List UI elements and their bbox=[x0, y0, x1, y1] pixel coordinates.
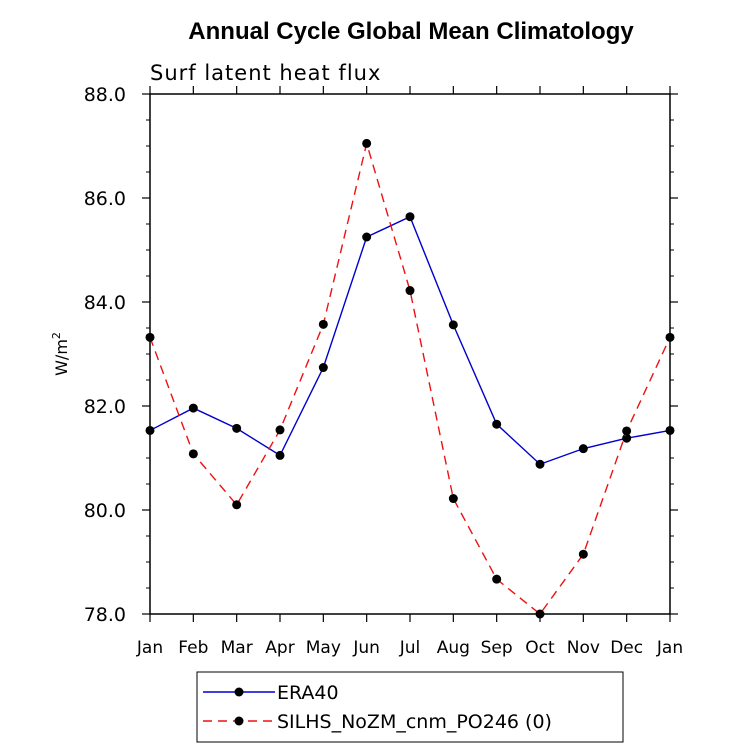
y-tick-label: 82.0 bbox=[84, 396, 126, 418]
data-point bbox=[362, 138, 372, 148]
legend-entry-2: SILHS_NoZM_cnm_PO246 (0) bbox=[203, 711, 552, 733]
data-point bbox=[188, 403, 198, 413]
data-point bbox=[535, 459, 545, 469]
y-tick-label: 78.0 bbox=[84, 604, 126, 626]
y-axis-label-superscript: 2 bbox=[50, 332, 63, 339]
legend-marker bbox=[234, 716, 244, 726]
x-tick-label: Feb bbox=[178, 638, 208, 658]
x-tick-label: Jan bbox=[656, 638, 683, 658]
x-tick-label: Apr bbox=[265, 638, 294, 658]
data-point bbox=[622, 433, 632, 443]
y-tick-labels: 78.0 80.0 82.0 84.0 86.0 88.0 bbox=[84, 84, 126, 626]
x-tick-label: May bbox=[306, 638, 341, 658]
chart-title: Annual Cycle Global Mean Climatology bbox=[188, 18, 634, 45]
data-point bbox=[492, 574, 502, 584]
data-point bbox=[318, 319, 328, 329]
data-point bbox=[405, 212, 415, 222]
y-tick-label: 86.0 bbox=[84, 188, 126, 210]
data-point bbox=[492, 419, 502, 429]
data-point bbox=[448, 320, 458, 330]
x-tick-label: Aug bbox=[437, 638, 470, 658]
x-tick-label: Mar bbox=[221, 638, 253, 658]
legend-entry-1: ERA40 bbox=[203, 682, 339, 704]
legend-marker bbox=[234, 687, 244, 697]
data-point bbox=[145, 332, 155, 342]
series-2 bbox=[145, 138, 675, 619]
data-point bbox=[665, 425, 675, 435]
data-point bbox=[448, 494, 458, 504]
data-point bbox=[275, 425, 285, 435]
plot-frame bbox=[149, 93, 671, 615]
data-point bbox=[405, 286, 415, 296]
y-axis-label: W/m2 bbox=[50, 332, 71, 376]
data-point bbox=[362, 232, 372, 242]
x-tick-label: Jun bbox=[352, 638, 380, 658]
data-point bbox=[578, 549, 588, 559]
legend: ERA40 SILHS_NoZM_cnm_PO246 (0) bbox=[203, 682, 552, 733]
y-tick-label: 88.0 bbox=[84, 84, 126, 106]
series-line bbox=[149, 215, 671, 466]
legend-box bbox=[196, 671, 624, 743]
x-tick-labels: Jan Feb Mar Apr May Jun Jul Aug Sep Oct Nov Dec Jan bbox=[136, 638, 683, 658]
x-tick-label: Dec bbox=[610, 638, 643, 658]
x-tick-label: Jan bbox=[136, 638, 163, 658]
y-tick-label: 80.0 bbox=[84, 500, 126, 522]
legend-label: SILHS_NoZM_cnm_PO246 (0) bbox=[277, 711, 552, 733]
x-tick-label: Sep bbox=[481, 638, 513, 658]
data-point bbox=[275, 450, 285, 460]
data-point bbox=[188, 449, 198, 459]
data-point bbox=[318, 363, 328, 373]
data-point bbox=[622, 426, 632, 436]
x-tick-label: Jul bbox=[399, 638, 421, 658]
axis-ticks bbox=[142, 86, 678, 622]
legend-label: ERA40 bbox=[277, 682, 339, 704]
series-group bbox=[145, 138, 675, 619]
data-point bbox=[232, 423, 242, 433]
data-point bbox=[665, 332, 675, 342]
data-point bbox=[535, 609, 545, 619]
data-point bbox=[232, 500, 242, 510]
data-point bbox=[578, 444, 588, 454]
data-point bbox=[145, 425, 155, 435]
y-tick-label: 84.0 bbox=[84, 292, 126, 314]
chart-subtitle: Surf latent heat flux bbox=[150, 61, 381, 85]
x-tick-label: Oct bbox=[525, 638, 555, 658]
x-tick-label: Nov bbox=[567, 638, 600, 658]
y-axis-label-unit: W/m bbox=[52, 339, 71, 376]
series-1 bbox=[145, 212, 675, 469]
